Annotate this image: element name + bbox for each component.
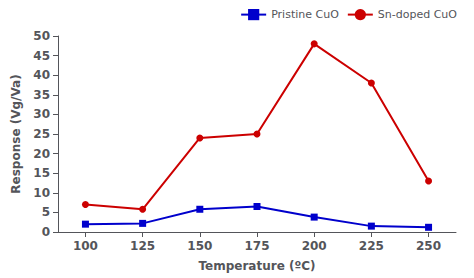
svg-text:150: 150 [187,239,212,253]
svg-text:35: 35 [33,88,50,102]
svg-text:200: 200 [302,239,327,253]
svg-text:45: 45 [33,49,50,63]
svg-text:125: 125 [130,239,155,253]
svg-text:Pristine CuO: Pristine CuO [271,8,339,21]
svg-text:Sn-doped CuO: Sn-doped CuO [378,8,458,21]
svg-text:30: 30 [33,107,50,121]
svg-text:20: 20 [33,147,50,161]
svg-text:40: 40 [33,68,50,82]
svg-text:250: 250 [416,239,441,253]
svg-text:100: 100 [73,239,98,253]
svg-text:225: 225 [359,239,384,253]
svg-text:50: 50 [33,29,50,43]
svg-text:175: 175 [244,239,269,253]
svg-text:5: 5 [42,205,50,219]
svg-text:Temperature (ºC): Temperature (ºC) [198,259,315,273]
svg-text:25: 25 [33,127,50,141]
svg-text:15: 15 [33,166,50,180]
svg-text:10: 10 [33,186,50,200]
svg-text:0: 0 [42,225,50,239]
svg-text:Response (Vg/Va): Response (Vg/Va) [9,74,23,193]
